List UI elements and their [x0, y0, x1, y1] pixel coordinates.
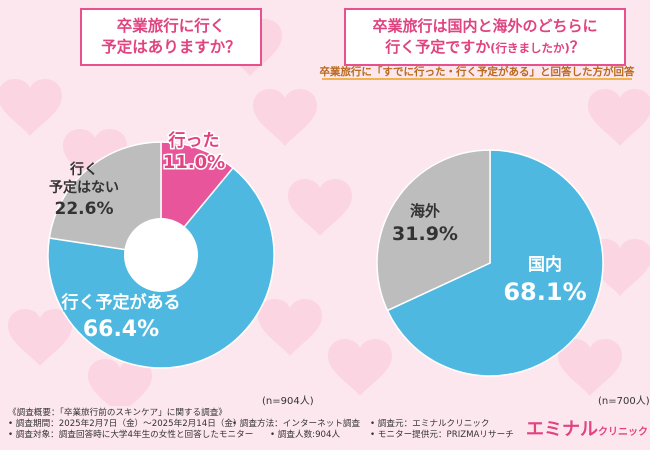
- right-title-line2: 行く予定ですか(行きましたか)？: [346, 37, 624, 59]
- pie-slice-1: [376, 149, 491, 312]
- slice-label-0-line-1: 行った: [168, 130, 220, 151]
- left-title-line2: 予定はありますか？: [101, 38, 241, 56]
- slice-label-2-line-0: 行く: [69, 161, 98, 178]
- slice-value-1: 31.9%: [392, 223, 458, 245]
- right-title-line2-end: ？: [569, 38, 585, 56]
- right-sample-size: (n=700人): [598, 396, 650, 407]
- pie-slice-2: [48, 141, 162, 256]
- footer-provider: • モニター提供元：PRIZMAリサーチ: [370, 430, 514, 440]
- slice-value-0: 11.0%: [163, 152, 225, 173]
- slice-value-1: 66.4%: [83, 317, 159, 342]
- footer-count: • 調査人数:904人: [270, 430, 341, 440]
- logo-sub: クリニック: [598, 427, 648, 438]
- left-chart-title: 卒業旅行に行く 予定はありますか？: [80, 8, 262, 66]
- slice-label-1-line-0: 行く予定がある: [61, 292, 181, 313]
- slice-label-0-line-0: 国内: [528, 254, 562, 275]
- footer-source: • 調査元：エミナルクリニック: [370, 419, 490, 429]
- slice-value-2: 22.6%: [55, 199, 114, 219]
- left-title-line1: 卒業旅行に行く: [116, 17, 226, 35]
- footer-line1: 《調査概要：「卒業旅行前のスキンケア」に関する調査》: [8, 408, 227, 418]
- right-chart-title: 卒業旅行は国内と海外のどちらに 行く予定ですか(行きましたか)？: [344, 8, 626, 66]
- slice-value-0: 68.1%: [503, 278, 586, 306]
- right-title-line2-small: (行きましたか): [490, 41, 570, 55]
- slice-label-1-line-0: 海外: [410, 202, 440, 220]
- logo-main: エミナル: [526, 419, 598, 440]
- footer-target: • 調査対象：調査回答時に大学4年生の女性と回答したモニター: [8, 430, 254, 440]
- eminal-logo: エミナルクリニック: [526, 415, 648, 441]
- right-title-line2-main: 行く予定ですか: [385, 38, 491, 56]
- left-sample-size: (n=904人): [262, 396, 314, 407]
- survey-footer: 《調査概要：「卒業旅行前のスキンケア」に関する調査》 • 調査期間：2025年2…: [0, 406, 650, 450]
- right-pie-chart: 国内 68.1% 海外 31.9%: [376, 149, 604, 377]
- right-title-line1: 卒業旅行は国内と海外のどちらに: [372, 17, 598, 35]
- footer-period: • 調査期間：2025年2月7日（金）〜2025年2月14日（金）: [8, 419, 242, 429]
- slice-label-2-line-1: 予定はない: [49, 179, 119, 196]
- right-subtitle-text: 卒業旅行に「すでに行った・行く予定がある」と回答した方が回答: [319, 66, 635, 78]
- donut-hole: [124, 218, 198, 292]
- pie-slice-0: [386, 149, 604, 377]
- footer-method: • 調査方法：インターネット調査: [232, 419, 361, 429]
- right-chart-subtitle: 卒業旅行に「すでに行った・行く予定がある」と回答した方が回答: [312, 64, 642, 80]
- subtitle-underline: [322, 78, 632, 80]
